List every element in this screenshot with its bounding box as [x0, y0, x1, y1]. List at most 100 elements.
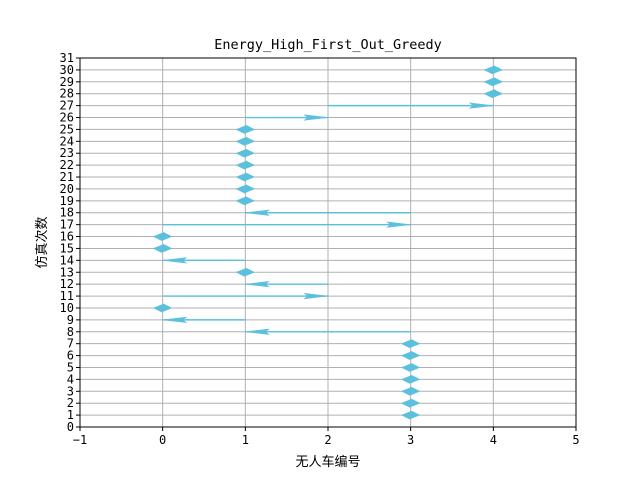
transition-arrowhead: [386, 221, 411, 228]
data-point: [401, 339, 420, 348]
point-marker: [236, 148, 255, 158]
x-tick-label: 2: [324, 433, 331, 447]
point-marker: [401, 375, 420, 384]
y-tick-label: 1: [67, 408, 74, 422]
transition-arrowhead: [162, 316, 187, 323]
y-tick-label: 14: [60, 253, 74, 267]
point-marker: [401, 386, 420, 396]
y-tick-label: 3: [67, 384, 74, 398]
point-marker: [401, 339, 420, 348]
y-tick-label: 8: [67, 325, 74, 339]
transition-arrowhead: [303, 293, 329, 300]
y-tick-label: 0: [67, 420, 74, 434]
transition-arrowhead: [245, 209, 270, 216]
point-marker: [236, 184, 255, 194]
y-tick-label: 18: [60, 206, 74, 220]
point-marker: [236, 267, 255, 277]
y-axis-label: 仿真次数: [34, 216, 50, 268]
y-tick-label: 12: [60, 277, 74, 291]
transition-arrowhead: [303, 114, 329, 121]
y-tick-label: 10: [60, 301, 74, 315]
y-tick-label: 22: [60, 158, 74, 172]
data-point: [245, 114, 329, 121]
data-point: [153, 232, 172, 241]
point-marker: [236, 160, 255, 170]
data-point: [162, 316, 246, 323]
point-marker: [236, 196, 255, 206]
x-axis-label: 无人车编号: [295, 454, 360, 470]
transition-arrowhead: [245, 328, 270, 335]
point-marker: [236, 137, 255, 146]
data-point: [401, 351, 420, 360]
y-tick-label: 24: [60, 134, 74, 148]
y-tick-label: 31: [60, 51, 74, 65]
data-point: [236, 267, 255, 277]
point-marker: [153, 232, 172, 241]
data-point: [245, 281, 328, 288]
x-axis-ticks: −1 0 1 2 3 4 5: [73, 427, 580, 447]
y-tick-label: 29: [60, 75, 74, 89]
data-point: [236, 160, 255, 170]
x-tick-label: 4: [490, 433, 497, 447]
data-point: [162, 257, 246, 264]
y-tick-label: 17: [60, 218, 74, 232]
x-tick-label: 5: [572, 433, 579, 447]
point-marker: [236, 125, 255, 134]
data-point: [401, 386, 420, 396]
data-point: [236, 148, 255, 158]
y-tick-label: 28: [60, 87, 74, 101]
data-point: [245, 328, 411, 335]
point-marker: [153, 303, 172, 313]
x-tick-label: −1: [73, 433, 87, 447]
y-tick-label: 21: [60, 170, 74, 184]
data-point: [401, 375, 420, 384]
point-marker: [401, 351, 420, 360]
data-point: [236, 172, 255, 182]
y-tick-label: 11: [60, 289, 74, 303]
data-point: [153, 303, 172, 313]
data-point: [236, 125, 255, 134]
data-point: [153, 244, 172, 253]
transition-arrowhead: [245, 281, 270, 288]
data-marks: [153, 65, 503, 420]
point-marker: [401, 363, 420, 372]
data-point: [484, 89, 503, 99]
chart-title: Energy_High_First_Out_Greedy: [214, 37, 442, 53]
x-tick-label: 0: [159, 433, 166, 447]
y-tick-label: 6: [67, 349, 74, 363]
y-tick-label: 27: [60, 99, 74, 113]
data-point: [245, 209, 411, 216]
data-point: [401, 363, 420, 372]
y-tick-label: 9: [67, 313, 74, 327]
point-marker: [484, 89, 503, 99]
data-point: [162, 221, 411, 228]
y-tick-label: 23: [60, 146, 74, 160]
point-marker: [401, 410, 420, 420]
y-tick-label: 4: [67, 372, 74, 386]
y-tick-label: 30: [60, 63, 74, 77]
data-point: [236, 184, 255, 194]
data-point: [484, 65, 503, 75]
point-marker: [236, 172, 255, 182]
y-tick-label: 7: [67, 337, 74, 351]
x-tick-label: 1: [242, 433, 249, 447]
transition-arrowhead: [162, 257, 187, 264]
data-point: [162, 293, 329, 300]
y-tick-label: 20: [60, 182, 74, 196]
y-tick-label: 16: [60, 230, 74, 244]
y-axis-ticks: 0123456789101112131415161718192021222324…: [60, 51, 80, 434]
data-point: [236, 196, 255, 206]
y-tick-label: 2: [67, 396, 74, 410]
y-tick-label: 15: [60, 241, 74, 255]
y-tick-label: 13: [60, 265, 74, 279]
point-marker: [153, 244, 172, 253]
y-tick-label: 25: [60, 122, 74, 136]
point-marker: [484, 65, 503, 75]
data-point: [236, 137, 255, 146]
y-tick-label: 26: [60, 111, 74, 125]
x-tick-label: 3: [407, 433, 414, 447]
transition-arrowhead: [469, 102, 494, 109]
data-point: [484, 77, 503, 87]
